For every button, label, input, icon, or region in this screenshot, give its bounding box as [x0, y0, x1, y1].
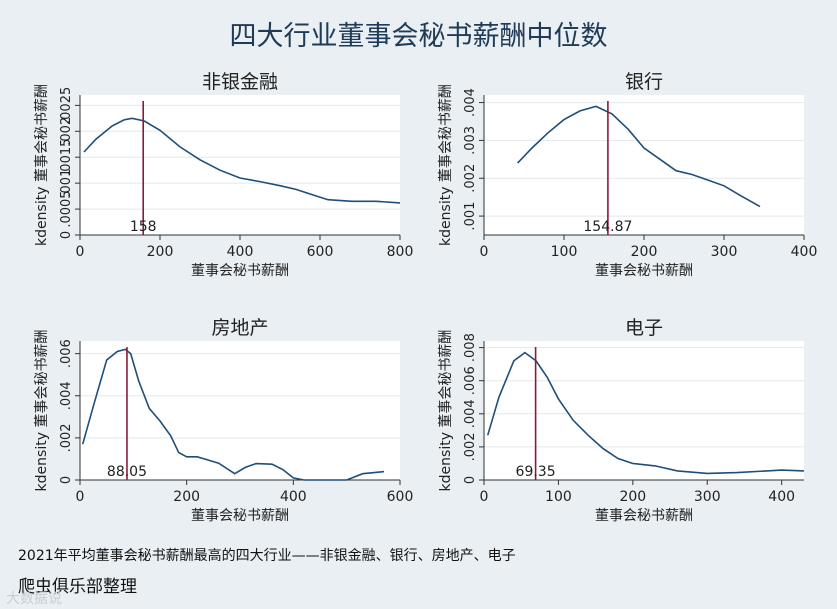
x-tick-label: 400 [768, 489, 795, 505]
x-tick-label: 200 [147, 244, 174, 260]
y-tick-label: .004 [59, 381, 74, 410]
plot-area [80, 341, 400, 480]
y-tick-label: .002 [59, 423, 74, 452]
x-tick-label: 200 [173, 489, 200, 505]
x-axis-label: 董事会秘书薪酬 [595, 263, 693, 279]
y-tick-label: 0 [59, 476, 74, 484]
y-axis-label: kdensity 董事会秘书薪酬 [34, 330, 50, 492]
y-tick-label: .003 [463, 126, 478, 155]
x-tick-label: 400 [280, 489, 307, 505]
x-axis-label: 董事会秘书薪酬 [595, 508, 693, 524]
x-tick-label: 300 [711, 244, 738, 260]
median-label: 69.35 [516, 464, 556, 480]
y-tick-label: .001 [59, 169, 74, 198]
y-tick-label: 0 [59, 231, 74, 239]
plot-area [484, 341, 804, 480]
density-line [83, 117, 401, 204]
figure-credit: 爬虫俱乐部整理 [18, 577, 137, 597]
y-tick-label: .002 [463, 164, 478, 193]
x-tick-label: 100 [551, 244, 578, 260]
x-tick-label: 300 [694, 489, 721, 505]
y-axis-label: kdensity 董事会秘书薪酬 [438, 84, 454, 246]
panel-title: 房地产 [211, 317, 268, 339]
x-tick-label: 200 [631, 244, 658, 260]
y-axis-label: kdensity 董事会秘书薪酬 [438, 330, 454, 492]
x-tick-label: 0 [76, 489, 85, 505]
y-tick-label: .004 [463, 88, 478, 117]
y-tick-label: .006 [463, 366, 478, 395]
y-tick-label: .006 [59, 339, 74, 368]
density-line [486, 351, 805, 475]
figure-note: 2021年平均董事会秘书薪酬最高的四大行业——非银金融、银行、房地产、电子 [18, 548, 516, 564]
x-tick-label: 400 [791, 244, 818, 260]
figure-title: 四大行业董事会秘书薪酬中位数 [229, 21, 608, 52]
median-label: 158 [130, 219, 157, 235]
y-axis-label: kdensity 董事会秘书薪酬 [34, 84, 50, 246]
x-tick-label: 600 [387, 489, 414, 505]
x-tick-label: 400 [227, 244, 254, 260]
x-tick-label: 0 [76, 244, 85, 260]
panel-title: 银行 [625, 71, 663, 93]
y-tick-label: .002 [463, 432, 478, 461]
y-tick-label: .0005 [59, 190, 74, 227]
panel-2: 0 100 200 300 400 .001 .002 .003 .004 154.87 银行董事会… [438, 71, 817, 279]
median-label: 154.87 [583, 219, 632, 235]
x-axis-label: 董事会秘书薪酬 [191, 508, 289, 524]
x-tick-label: 600 [307, 244, 334, 260]
y-tick-label: .001 [463, 202, 478, 231]
x-axis-label: 董事会秘书薪酬 [191, 263, 289, 279]
median-label: 88.05 [107, 464, 147, 480]
y-tick-label: .002 [59, 117, 74, 146]
y-tick-label: 0 [463, 476, 478, 484]
x-tick-label: 0 [480, 244, 489, 260]
x-tick-label: 100 [545, 489, 572, 505]
panel-4: 0 100 200 300 400 0 .002 .004 .006 .008 69.35 电子董事会… [438, 317, 805, 524]
y-tick-label: .0025 [59, 87, 74, 124]
plot-area [80, 95, 400, 235]
y-tick-label: .004 [463, 399, 478, 428]
panel-title: 电子 [625, 317, 663, 339]
watermark: 大数据说 [6, 591, 62, 607]
x-tick-label: 800 [387, 244, 414, 260]
panel-1: 0 200 400 600 800 0 .0005.001.0015.002.0025 158… [34, 71, 413, 279]
plot-area [484, 95, 804, 235]
y-tick-label: .008 [463, 333, 478, 362]
x-tick-label: 0 [480, 489, 489, 505]
y-tick-label: .0015 [59, 139, 74, 176]
x-tick-label: 200 [619, 489, 646, 505]
density-line [517, 105, 761, 208]
panel-title: 非银金融 [202, 71, 278, 93]
